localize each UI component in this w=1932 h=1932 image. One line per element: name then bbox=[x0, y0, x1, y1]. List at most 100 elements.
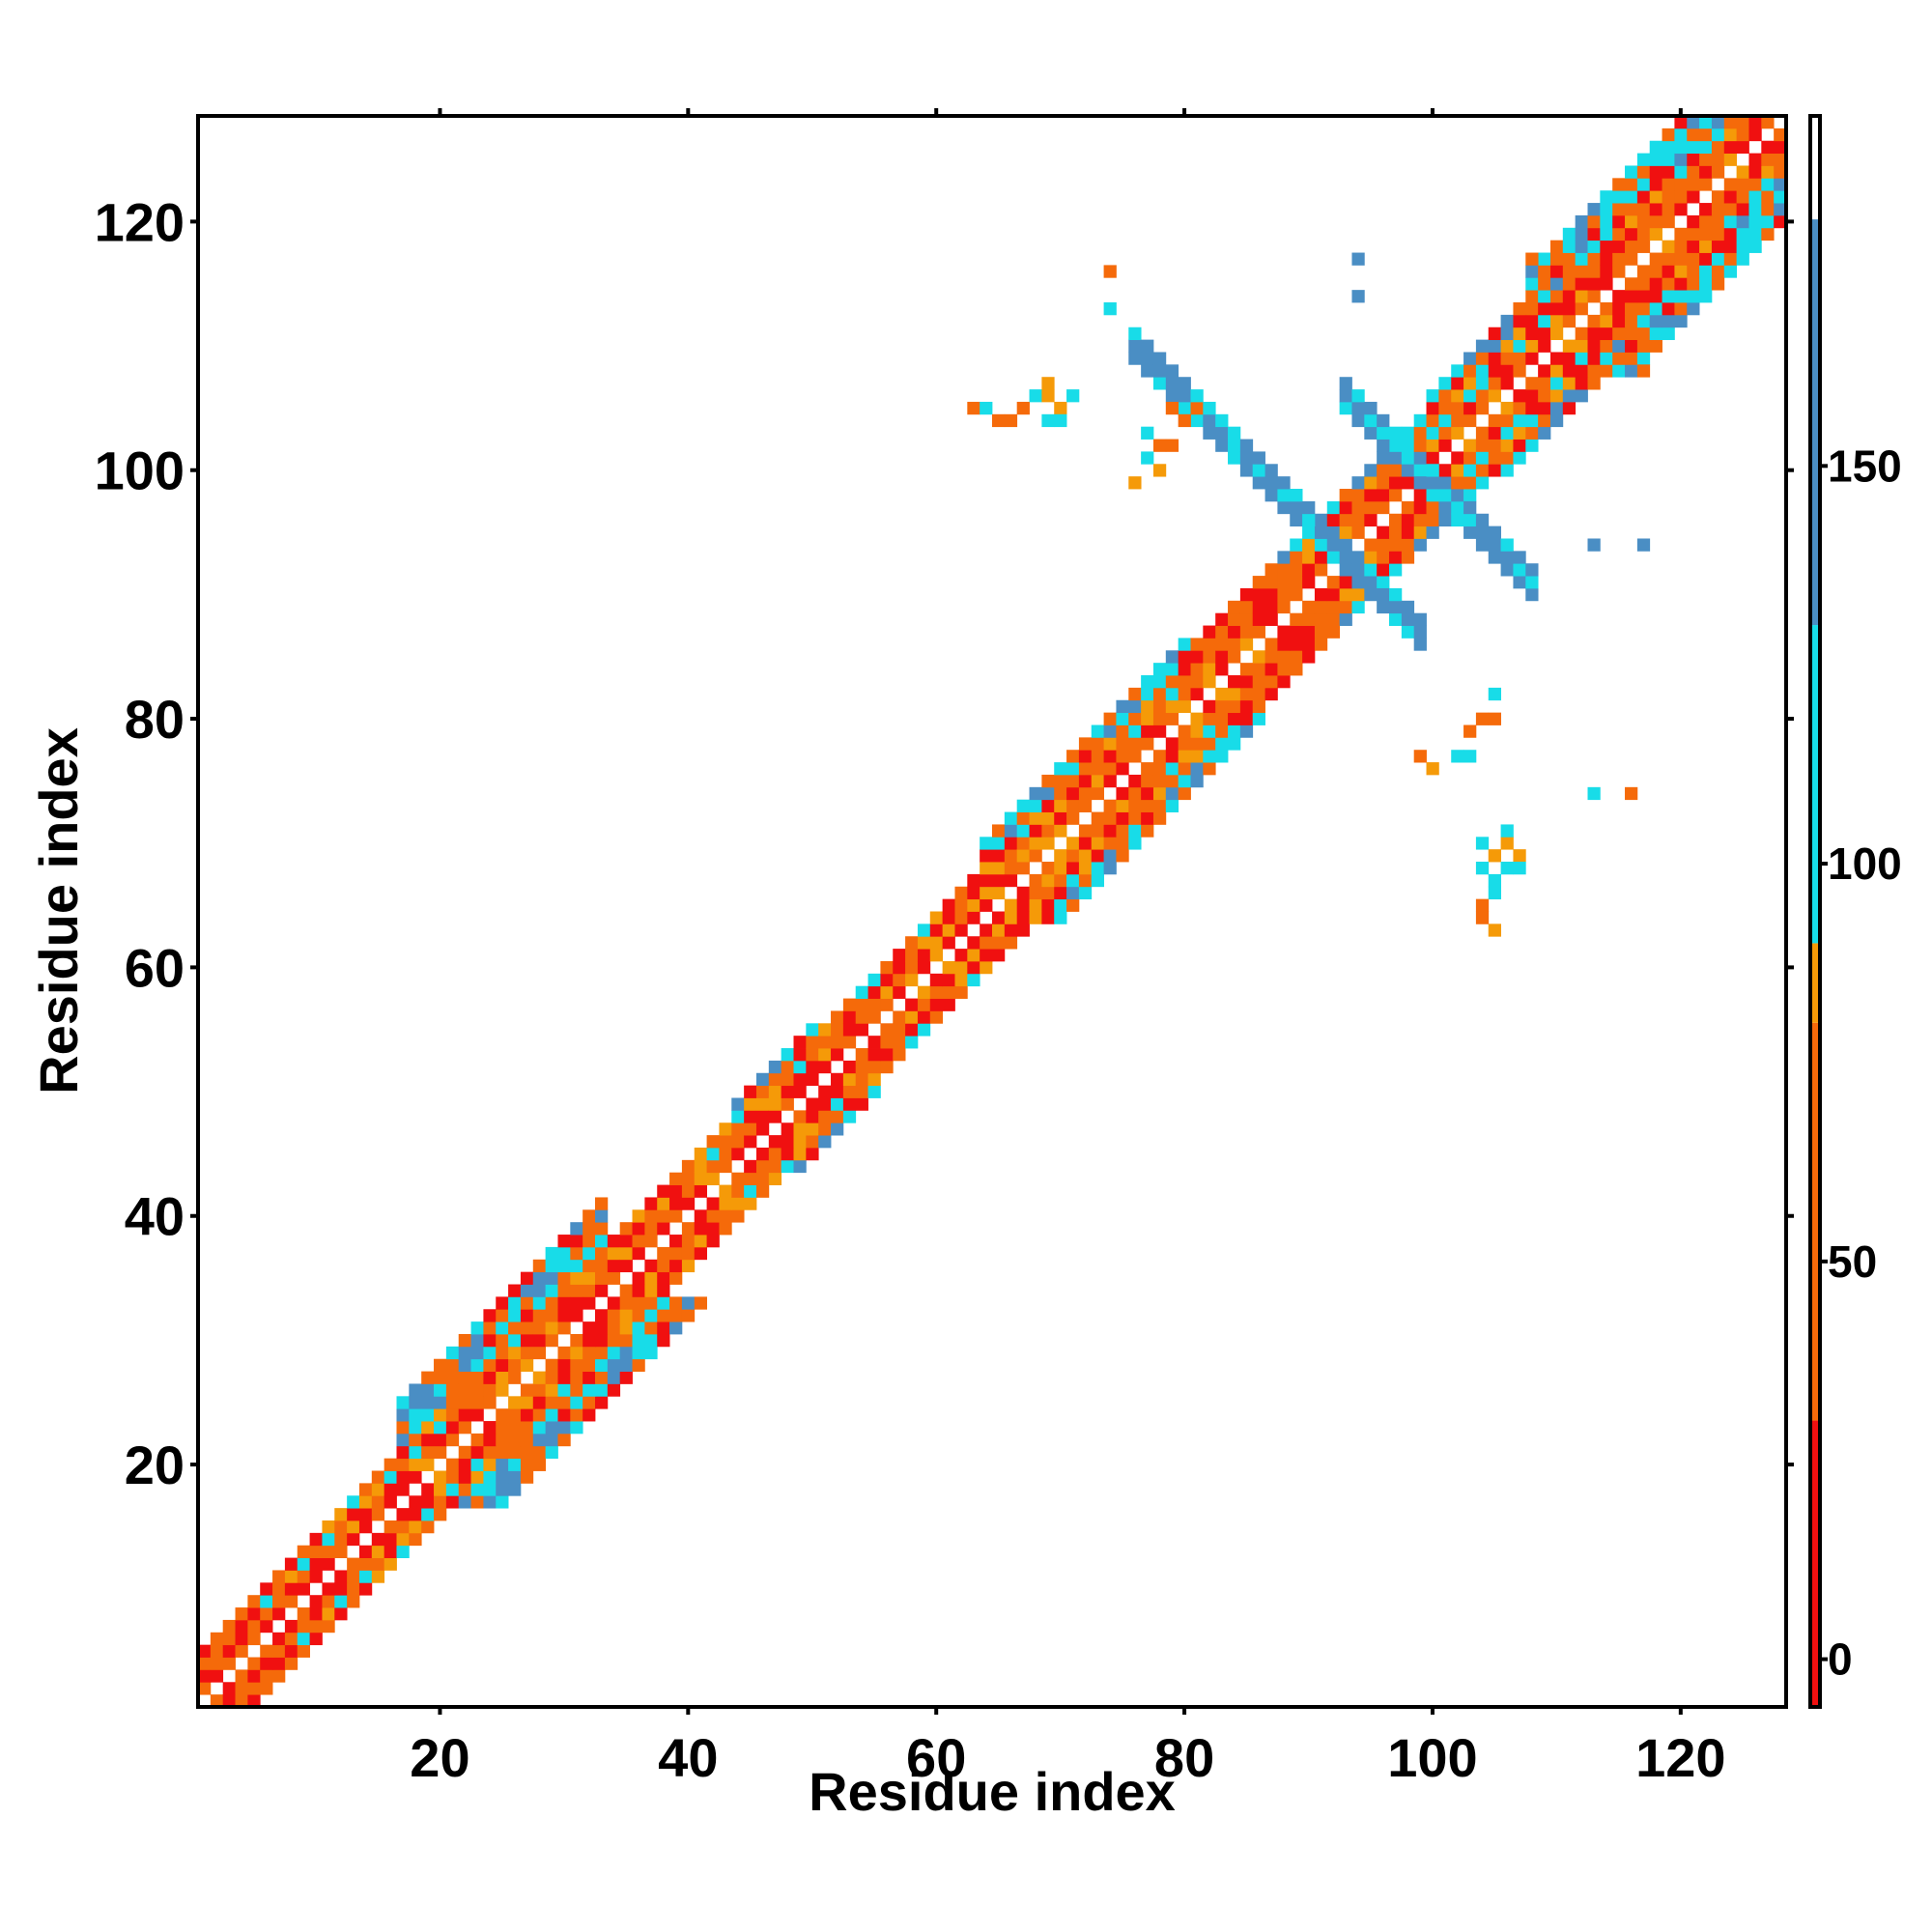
heatmap-cell bbox=[1612, 352, 1626, 365]
heatmap-cell bbox=[1636, 339, 1651, 353]
heatmap-cell bbox=[409, 1396, 422, 1409]
heatmap-cell bbox=[1723, 128, 1738, 142]
heatmap-cell bbox=[1723, 214, 1738, 229]
heatmap-cell bbox=[1500, 862, 1514, 875]
heatmap-cell bbox=[1339, 377, 1352, 390]
heatmap-cell bbox=[1389, 600, 1403, 614]
heatmap-cell bbox=[384, 1520, 397, 1534]
heatmap-cell bbox=[1239, 464, 1254, 477]
heatmap-cell bbox=[669, 1246, 683, 1261]
heatmap-cell bbox=[917, 949, 931, 962]
heatmap-cell bbox=[929, 949, 944, 962]
heatmap-cell bbox=[967, 401, 980, 415]
heatmap-cell bbox=[1687, 277, 1700, 291]
heatmap-cell bbox=[396, 1532, 410, 1547]
heatmap-cell bbox=[619, 1309, 633, 1322]
heatmap-cell bbox=[793, 1085, 807, 1098]
heatmap-cell bbox=[483, 1458, 497, 1471]
heatmap-cell bbox=[992, 886, 1006, 900]
heatmap-cell bbox=[1500, 464, 1514, 477]
heatmap-cell bbox=[1054, 873, 1067, 888]
heatmap-cell bbox=[1674, 116, 1688, 129]
heatmap-cell bbox=[1525, 563, 1539, 577]
heatmap-cell bbox=[1723, 116, 1738, 129]
heatmap-cell bbox=[1575, 364, 1588, 378]
heatmap-cell bbox=[445, 1383, 460, 1397]
heatmap-cell bbox=[520, 1358, 534, 1372]
heatmap-cell bbox=[1103, 849, 1117, 863]
heatmap-cell bbox=[681, 1172, 696, 1185]
heatmap-cell bbox=[669, 1235, 683, 1248]
heatmap-cell bbox=[1711, 140, 1725, 154]
heatmap-cell bbox=[917, 936, 931, 950]
heatmap-cell bbox=[1239, 699, 1254, 714]
heatmap-cell bbox=[582, 1371, 596, 1384]
heatmap-cell bbox=[607, 1259, 621, 1273]
heatmap-cell bbox=[557, 1371, 571, 1384]
heatmap-cell bbox=[1389, 451, 1403, 465]
heatmap-cell bbox=[222, 1682, 236, 1695]
heatmap-cell bbox=[607, 1346, 621, 1360]
heatmap-cell bbox=[1041, 799, 1055, 812]
heatmap-cell bbox=[1351, 563, 1365, 577]
heatmap-cell bbox=[1054, 762, 1067, 776]
heatmap-cell bbox=[260, 1582, 273, 1596]
heatmap-cell bbox=[1662, 327, 1675, 341]
heatmap-cell bbox=[272, 1595, 286, 1608]
heatmap-cell bbox=[483, 1346, 497, 1360]
heatmap-cell bbox=[954, 985, 968, 999]
heatmap-cell bbox=[1475, 377, 1490, 390]
heatmap-cell bbox=[1290, 500, 1303, 515]
heatmap-cell bbox=[1314, 612, 1328, 626]
heatmap-cell bbox=[1711, 165, 1725, 179]
heatmap-cell bbox=[496, 1445, 509, 1460]
heatmap-cell bbox=[781, 1159, 794, 1174]
heatmap-cell bbox=[1364, 551, 1378, 564]
heatmap-cell bbox=[1463, 401, 1477, 415]
heatmap-cell bbox=[358, 1495, 373, 1509]
heatmap-cell bbox=[595, 1284, 609, 1297]
heatmap-cell bbox=[1612, 252, 1626, 266]
heatmap-cell bbox=[731, 1097, 745, 1111]
heatmap-cell bbox=[1587, 290, 1601, 303]
heatmap-cell bbox=[706, 1159, 720, 1174]
heatmap-cell bbox=[1277, 587, 1291, 602]
heatmap-cell bbox=[1488, 364, 1501, 378]
heatmap-cell bbox=[1178, 413, 1191, 428]
heatmap-cell bbox=[520, 1309, 534, 1322]
heatmap-cell bbox=[1451, 489, 1464, 502]
heatmap-cell bbox=[744, 1184, 757, 1198]
heatmap-cell bbox=[1228, 699, 1241, 714]
heatmap-cell bbox=[1128, 824, 1142, 838]
heatmap-cell bbox=[1612, 227, 1626, 242]
heatmap-cell bbox=[1252, 600, 1265, 614]
heatmap-cell bbox=[1625, 190, 1638, 204]
heatmap-cell bbox=[1054, 799, 1067, 812]
heatmap-cell bbox=[880, 1060, 894, 1074]
heatmap-cell bbox=[1128, 699, 1142, 714]
heatmap-cell bbox=[347, 1557, 360, 1571]
heatmap-cell bbox=[1141, 712, 1154, 725]
heatmap-cell bbox=[508, 1433, 522, 1447]
heatmap-cell bbox=[1500, 339, 1514, 353]
heatmap-cell bbox=[1116, 699, 1129, 714]
heatmap-cell bbox=[1066, 849, 1080, 863]
heatmap-cell bbox=[992, 413, 1006, 428]
heatmap-cell bbox=[1165, 762, 1179, 776]
heatmap-cell bbox=[1228, 426, 1241, 440]
heatmap-cell bbox=[644, 1333, 658, 1348]
heatmap-cell bbox=[1761, 190, 1775, 204]
heatmap-cell bbox=[582, 1271, 596, 1285]
heatmap-cell bbox=[1649, 165, 1662, 179]
heatmap-cell bbox=[1475, 898, 1490, 912]
heatmap-cell bbox=[806, 1023, 819, 1037]
heatmap-cell bbox=[1339, 526, 1352, 539]
heatmap-cell bbox=[434, 1495, 447, 1509]
heatmap-cell bbox=[744, 1135, 757, 1149]
heatmap-cell bbox=[570, 1259, 583, 1273]
heatmap-cell bbox=[1687, 252, 1700, 266]
heatmap-cell bbox=[309, 1557, 323, 1571]
heatmap-cell bbox=[781, 1147, 794, 1161]
heatmap-cell bbox=[1264, 687, 1278, 701]
heatmap-cell bbox=[1377, 576, 1390, 589]
